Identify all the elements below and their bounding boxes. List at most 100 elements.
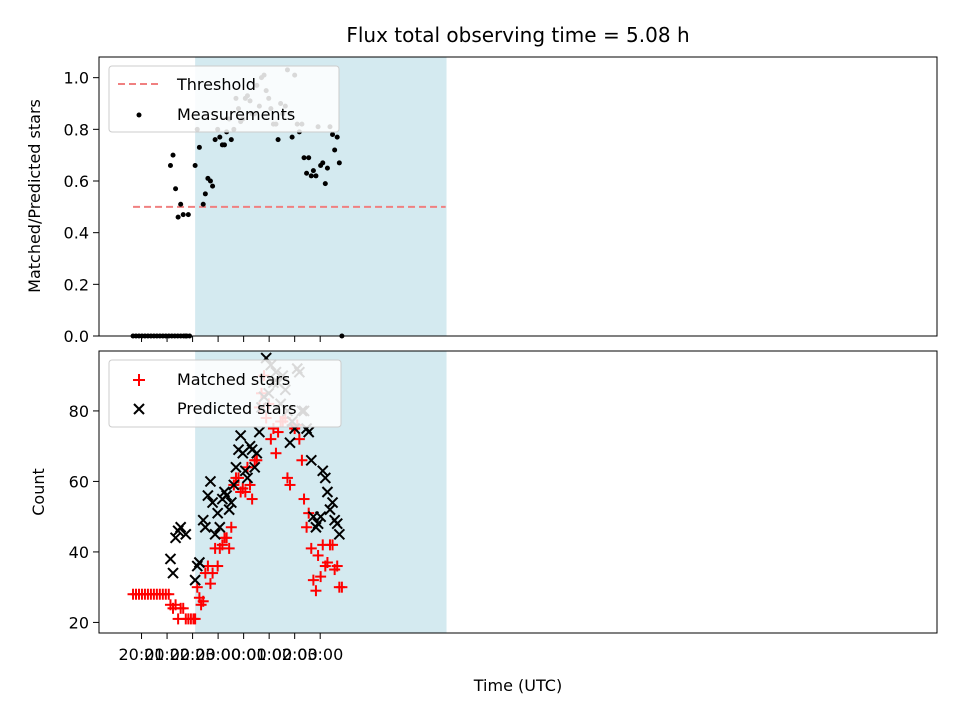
matched-star-point <box>265 433 277 445</box>
top-panel: Flux total observing time = 5.08 h 0.0 0.… <box>25 23 938 346</box>
matched-star-point <box>321 557 333 568</box>
y-tick-label: 1.0 <box>64 69 89 88</box>
matched-star-point <box>163 588 175 600</box>
predicted-star-point <box>331 518 343 530</box>
measurement-point <box>324 165 330 171</box>
matched-star-point <box>225 521 237 533</box>
matched-star-point <box>204 578 216 590</box>
chart-title: Flux total observing time = 5.08 h <box>346 23 689 47</box>
measurement-point <box>170 152 176 158</box>
matched-star-point <box>281 472 293 484</box>
predicted-star-point <box>303 426 315 438</box>
measurement-point <box>173 186 179 192</box>
top-y-ticks: 0.0 0.2 0.4 0.6 0.8 1.0 <box>64 69 99 346</box>
measurement-point <box>167 163 173 168</box>
measurement-point <box>322 181 328 187</box>
y-tick-label: 0.0 <box>64 327 89 346</box>
x-tick-label: 02:00 <box>272 645 318 664</box>
predicted-star-point <box>251 447 263 459</box>
measurement-point <box>228 137 234 143</box>
measurement-point <box>275 137 281 143</box>
matched-star-point <box>270 447 282 459</box>
measurement-point <box>180 212 186 218</box>
matched-star-point <box>310 585 322 597</box>
predicted-star-point <box>239 465 252 477</box>
legend-predicted-swatch <box>133 403 145 415</box>
matched-star-point <box>197 595 209 607</box>
matched-star-point <box>207 567 219 579</box>
x-tick-label: 21:00 <box>144 645 190 664</box>
predicted-star-point <box>206 496 219 509</box>
predicted-star-point <box>204 475 217 488</box>
predicted-star-point <box>220 489 233 502</box>
matched-star-point <box>221 532 233 544</box>
matched-star-point <box>305 542 317 554</box>
x-tick-label: 01:00 <box>246 645 292 664</box>
measurement-point <box>207 178 213 184</box>
predicted-star-point <box>199 521 212 533</box>
matched-star-point <box>315 571 327 583</box>
predicted-star-point <box>230 461 242 474</box>
measurement-point <box>202 191 208 197</box>
predicted-star-point <box>197 514 209 526</box>
legend-matched-label: Matched stars <box>177 370 290 389</box>
predicted-star-point <box>324 503 336 516</box>
matched-star-point <box>301 521 313 533</box>
predicted-star-point <box>193 556 206 569</box>
predicted-star-point <box>167 567 179 579</box>
x-tick-label: 22:00 <box>170 645 216 664</box>
bottom-legend-box <box>108 359 342 428</box>
predicted-star-point <box>319 472 332 484</box>
measurement-point <box>308 173 314 179</box>
predicted-star-point <box>209 528 221 541</box>
predicted-star-point <box>284 436 296 449</box>
matched-star-point <box>293 433 305 445</box>
matched-star-point <box>216 539 228 551</box>
y-tick-label: 0.6 <box>64 172 89 191</box>
predicted-star-point <box>164 553 177 565</box>
measurement-point <box>336 160 342 166</box>
predicted-star-point <box>333 528 346 541</box>
matched-star-point <box>307 574 319 586</box>
predicted-star-point <box>202 489 214 502</box>
x-tick-label: 03:00 <box>297 645 343 664</box>
x-axis-label: Time (UTC) <box>473 676 562 695</box>
legend-matched-swatch <box>133 374 145 386</box>
predicted-star-point <box>312 518 324 530</box>
measurement-point <box>175 214 181 220</box>
y-tick-label: 0.8 <box>64 120 89 139</box>
bottom-y-ticks: 20 40 60 80 <box>69 402 99 632</box>
matched-star-point <box>336 581 348 593</box>
legend-measurements-label: Measurements <box>177 105 295 124</box>
y-tick-label: 40 <box>69 543 89 562</box>
y-tick-label: 0.4 <box>64 224 89 243</box>
predicted-star-point <box>223 503 235 516</box>
x-tick-label: 23:00 <box>195 645 241 664</box>
measurement-point <box>217 134 223 140</box>
bottom-y-axis-label: Count <box>29 468 48 516</box>
predicted-star-point <box>305 454 317 466</box>
matched-star-point <box>296 454 308 466</box>
predicted-star-point <box>211 507 224 519</box>
measurement-point <box>332 147 338 153</box>
predicted-star-point <box>214 521 226 533</box>
matched-star-point <box>327 539 339 551</box>
matched-star-point <box>298 493 310 505</box>
matched-star-point <box>331 560 343 572</box>
y-tick-label: 20 <box>69 613 89 632</box>
legend-measurements-swatch <box>136 112 142 118</box>
measurement-point <box>289 134 295 140</box>
predicted-star-point <box>180 528 192 541</box>
matched-star-point <box>246 493 258 505</box>
measurement-point <box>210 183 216 189</box>
matched-star-point <box>212 560 224 572</box>
legend-threshold-label: Threshold <box>176 75 256 94</box>
matched-star-point <box>177 602 189 614</box>
bottom-plot-frame <box>98 350 938 634</box>
predicted-star-point <box>169 532 182 544</box>
predicted-star-point <box>225 496 238 509</box>
y-tick-label: 80 <box>69 402 89 421</box>
predicted-star-point <box>228 479 240 491</box>
